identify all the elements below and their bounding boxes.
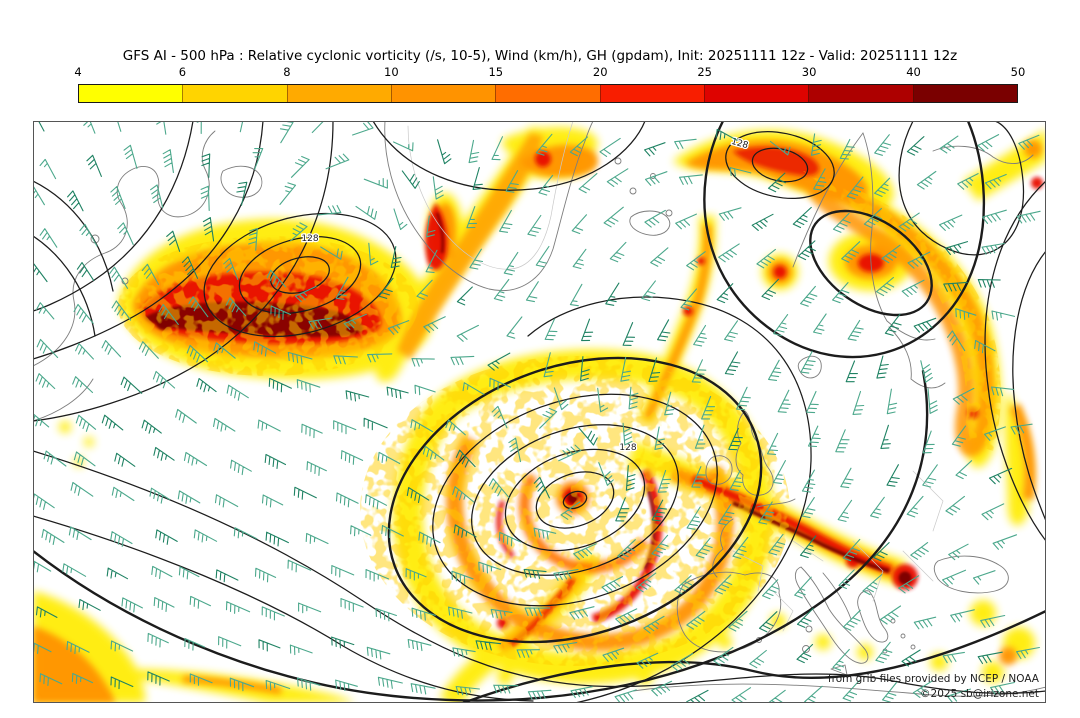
colorbar-tick-label: 20 (592, 65, 608, 79)
colorbar-tick-label: 4 (74, 65, 82, 79)
attribution-copyright: ©2025 sb@irizone.net (920, 688, 1039, 700)
colorbar-segment (390, 85, 496, 102)
wind-barbs-layer (33, 121, 1041, 703)
colorbar-tick-label: 25 (697, 65, 712, 79)
colorbar-tick-label: 10 (384, 65, 399, 79)
colorbar-segment (286, 85, 391, 102)
weather-map: 128 128 128 from grib files provided by … (33, 121, 1046, 703)
colorbar-tick-label: 40 (906, 65, 921, 79)
colorbar-tick-label: 50 (1010, 65, 1026, 79)
contour-label: 128 (301, 234, 318, 244)
map-frame (33, 121, 1046, 703)
colorbar-segment (703, 85, 809, 102)
map-title: GFS AI - 500 hPa : Relative cyclonic vor… (122, 48, 958, 64)
vorticity-speckle-texture (118, 171, 1001, 666)
colorbar-segment (182, 85, 287, 102)
weather-map-canvas: 128 128 128 from grib files provided by … (33, 121, 1046, 703)
colorbar-segment (912, 85, 1017, 102)
colorbar (78, 84, 1018, 103)
colorbar-tick-label: 30 (801, 65, 817, 79)
colorbar-segment (79, 85, 183, 102)
colorbar-scale: 4 6 8 10 15 20 25 30 40 50 (74, 65, 1025, 79)
colorbar-tick-label: 6 (178, 65, 187, 79)
wind-barbs (33, 121, 1041, 703)
colorbar-segment (495, 85, 600, 102)
colorbar-tick-label: 8 (283, 65, 291, 79)
contours-layer: 128 128 128 (33, 121, 1046, 703)
attribution-source: from grib files provided by NCEP / NOAA (828, 673, 1040, 685)
colorbar-segment (808, 85, 913, 102)
contour-label: 128 (619, 443, 636, 453)
colorbar-tick-label: 15 (488, 65, 504, 79)
colorbar-segment (599, 85, 704, 102)
